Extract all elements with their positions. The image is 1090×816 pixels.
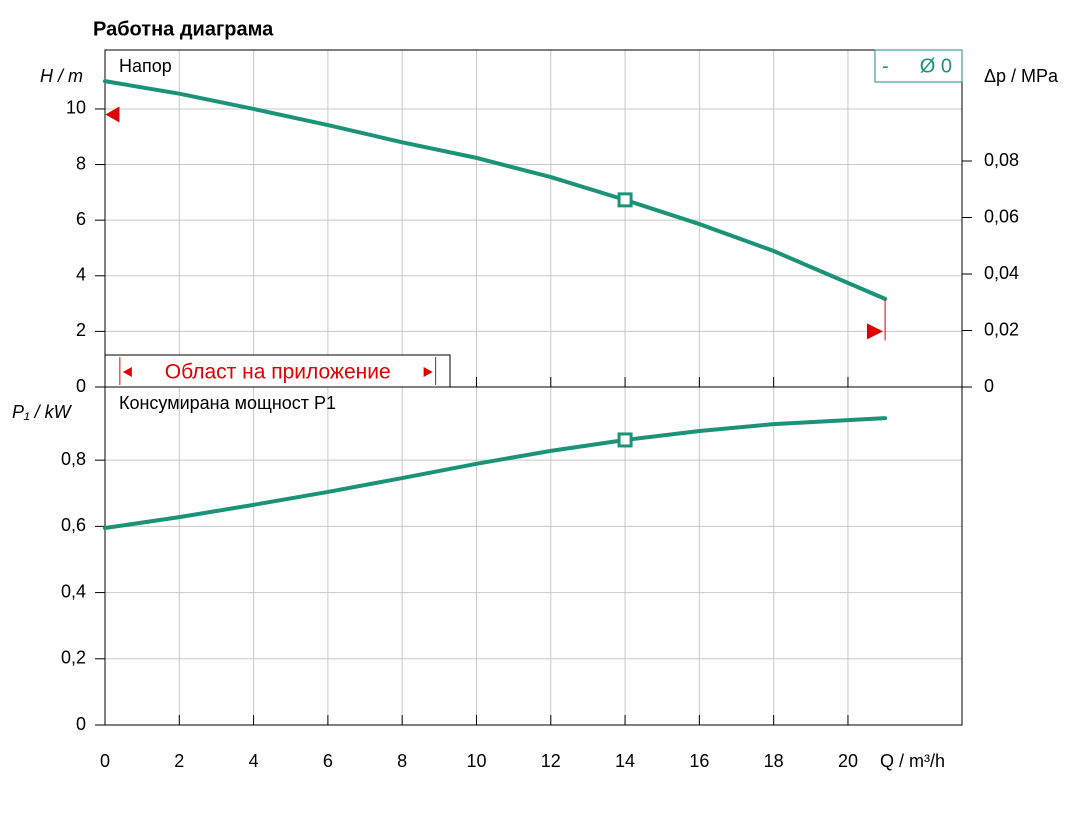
legend-box [874,49,963,83]
x-tick-label: 18 [764,751,784,771]
panel-subtitle: Напор [119,56,172,76]
y-tick-label: 6 [76,209,86,229]
x-tick-label: 14 [615,751,635,771]
y-tick-label: 0,6 [61,515,86,535]
y-axis-label: H / m [40,66,83,86]
x-tick-label: 0 [100,751,110,771]
y-tick-label: 0 [76,714,86,734]
y-tick-label: 10 [66,98,86,118]
y-tick-label: 0,2 [61,648,86,668]
y-axis-label: P₁ / kW [12,402,73,422]
y2-tick-label: 0,08 [984,150,1019,170]
legend-label: Ø 0 [920,55,952,77]
y-tick-label: 4 [76,265,86,285]
y-tick-label: 8 [76,153,86,173]
range-arrow [122,367,132,377]
curve [103,416,888,531]
range-box [104,354,451,388]
plot-frame [104,386,963,726]
limit-marker [866,323,883,340]
y2-tick-label: 0 [984,376,994,396]
x-tick-label: 10 [466,751,486,771]
plot-frame [104,49,963,388]
y-tick-label: 2 [76,320,86,340]
operating-point [617,192,633,208]
chart-title: Работна диаграма [93,18,274,40]
range-arrow [423,367,433,377]
x-axis-label: Q / m³/h [880,751,945,771]
y2-axis-label: Δp / MPa [984,66,1059,86]
y2-tick-label: 0,02 [984,319,1019,339]
x-tick-label: 4 [249,751,259,771]
curve [103,79,888,301]
x-tick-label: 2 [174,751,184,771]
y-tick-label: 0 [76,376,86,396]
limit-marker [105,106,120,123]
operating-point [617,432,633,448]
x-tick-label: 20 [838,751,858,771]
x-tick-label: 16 [689,751,709,771]
x-tick-label: 12 [541,751,561,771]
y2-tick-label: 0,04 [984,263,1019,283]
y-tick-label: 0,8 [61,449,86,469]
x-tick-label: 6 [323,751,333,771]
x-tick-label: 8 [397,751,407,771]
y2-tick-label: 0,06 [984,206,1019,226]
range-label: Област на приложение [165,361,391,384]
panel-subtitle: Консумирана мощност P1 [119,393,336,413]
legend-prefix: - [882,55,889,77]
y-tick-label: 0,4 [61,581,86,601]
